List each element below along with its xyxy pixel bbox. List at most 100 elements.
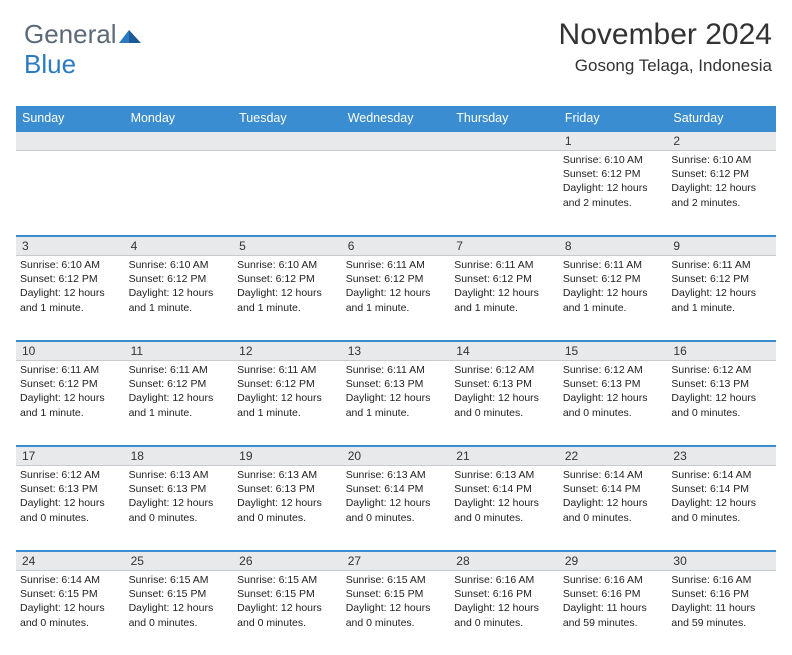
daylight-text-1: Daylight: 12 hours xyxy=(563,391,663,405)
daylight-text-1: Daylight: 12 hours xyxy=(129,496,229,510)
calendar-cell: Sunrise: 6:11 AMSunset: 6:12 PMDaylight:… xyxy=(16,361,125,445)
sunrise-text: Sunrise: 6:14 AM xyxy=(671,468,771,482)
sunrise-text: Sunrise: 6:12 AM xyxy=(671,363,771,377)
calendar-cell: Sunrise: 6:12 AMSunset: 6:13 PMDaylight:… xyxy=(667,361,776,445)
sunrise-text: Sunrise: 6:15 AM xyxy=(237,573,337,587)
daylight-text-1: Daylight: 12 hours xyxy=(237,601,337,615)
sunset-text: Sunset: 6:12 PM xyxy=(129,377,229,391)
sunrise-text: Sunrise: 6:13 AM xyxy=(237,468,337,482)
sunrise-text: Sunrise: 6:16 AM xyxy=(671,573,771,587)
daylight-text-1: Daylight: 12 hours xyxy=(20,601,120,615)
sunrise-text: Sunrise: 6:11 AM xyxy=(563,258,663,272)
sunset-text: Sunset: 6:12 PM xyxy=(237,377,337,391)
week-4-row: Sunrise: 6:14 AMSunset: 6:15 PMDaylight:… xyxy=(16,571,776,655)
calendar-cell: Sunrise: 6:13 AMSunset: 6:14 PMDaylight:… xyxy=(342,466,451,550)
day-num: 13 xyxy=(342,342,451,360)
sunrise-text: Sunrise: 6:10 AM xyxy=(671,153,771,167)
daylight-text-1: Daylight: 12 hours xyxy=(20,496,120,510)
daylight-text-2: and 1 minute. xyxy=(454,301,554,315)
sunset-text: Sunset: 6:12 PM xyxy=(129,272,229,286)
day-headers: SundayMondayTuesdayWednesdayThursdayFrid… xyxy=(16,106,776,130)
daylight-text-1: Daylight: 12 hours xyxy=(563,181,663,195)
calendar-cell xyxy=(342,151,451,235)
day-header-friday: Friday xyxy=(559,106,668,130)
daylight-text-2: and 2 minutes. xyxy=(563,196,663,210)
sunset-text: Sunset: 6:12 PM xyxy=(671,167,771,181)
sunrise-text: Sunrise: 6:11 AM xyxy=(454,258,554,272)
calendar-cell: Sunrise: 6:10 AMSunset: 6:12 PMDaylight:… xyxy=(559,151,668,235)
sunset-text: Sunset: 6:15 PM xyxy=(237,587,337,601)
day-num: 17 xyxy=(16,447,125,465)
calendar-cell: Sunrise: 6:15 AMSunset: 6:15 PMDaylight:… xyxy=(233,571,342,655)
day-num: 16 xyxy=(667,342,776,360)
week-1-daynum-row: 3456789 xyxy=(16,235,776,256)
day-num: 22 xyxy=(559,447,668,465)
calendar-cell xyxy=(16,151,125,235)
week-2-row: Sunrise: 6:11 AMSunset: 6:12 PMDaylight:… xyxy=(16,361,776,445)
sunrise-text: Sunrise: 6:11 AM xyxy=(20,363,120,377)
day-num xyxy=(233,132,342,150)
daylight-text-2: and 1 minute. xyxy=(563,301,663,315)
calendar-cell: Sunrise: 6:10 AMSunset: 6:12 PMDaylight:… xyxy=(233,256,342,340)
day-num: 8 xyxy=(559,237,668,255)
sunrise-text: Sunrise: 6:14 AM xyxy=(20,573,120,587)
day-num: 25 xyxy=(125,552,234,570)
sunset-text: Sunset: 6:14 PM xyxy=(563,482,663,496)
daylight-text-2: and 0 minutes. xyxy=(346,511,446,525)
week-1-row: Sunrise: 6:10 AMSunset: 6:12 PMDaylight:… xyxy=(16,256,776,340)
sunrise-text: Sunrise: 6:12 AM xyxy=(20,468,120,482)
daylight-text-1: Daylight: 12 hours xyxy=(454,496,554,510)
daylight-text-2: and 1 minute. xyxy=(237,301,337,315)
sunrise-text: Sunrise: 6:15 AM xyxy=(129,573,229,587)
day-num: 30 xyxy=(667,552,776,570)
sunrise-text: Sunrise: 6:11 AM xyxy=(671,258,771,272)
daylight-text-2: and 0 minutes. xyxy=(237,511,337,525)
sunset-text: Sunset: 6:14 PM xyxy=(454,482,554,496)
calendar-cell: Sunrise: 6:11 AMSunset: 6:12 PMDaylight:… xyxy=(667,256,776,340)
daylight-text-2: and 0 minutes. xyxy=(671,406,771,420)
calendar-cell: Sunrise: 6:11 AMSunset: 6:12 PMDaylight:… xyxy=(233,361,342,445)
day-num: 26 xyxy=(233,552,342,570)
calendar-cell: Sunrise: 6:10 AMSunset: 6:12 PMDaylight:… xyxy=(667,151,776,235)
sunset-text: Sunset: 6:14 PM xyxy=(671,482,771,496)
calendar-cell: Sunrise: 6:12 AMSunset: 6:13 PMDaylight:… xyxy=(559,361,668,445)
sunrise-text: Sunrise: 6:12 AM xyxy=(454,363,554,377)
daylight-text-2: and 0 minutes. xyxy=(237,616,337,630)
title-block: November 2024 Gosong Telaga, Indonesia xyxy=(559,18,772,76)
day-num: 4 xyxy=(125,237,234,255)
day-num: 18 xyxy=(125,447,234,465)
daylight-text-1: Daylight: 12 hours xyxy=(563,496,663,510)
day-num: 15 xyxy=(559,342,668,360)
sunset-text: Sunset: 6:12 PM xyxy=(346,272,446,286)
calendar-cell: Sunrise: 6:11 AMSunset: 6:12 PMDaylight:… xyxy=(559,256,668,340)
week-0-daynum-row: 12 xyxy=(16,130,776,151)
calendar-cell: Sunrise: 6:12 AMSunset: 6:13 PMDaylight:… xyxy=(450,361,559,445)
day-header-thursday: Thursday xyxy=(450,106,559,130)
day-header-monday: Monday xyxy=(125,106,234,130)
sunrise-text: Sunrise: 6:10 AM xyxy=(20,258,120,272)
daylight-text-2: and 0 minutes. xyxy=(671,511,771,525)
sunset-text: Sunset: 6:12 PM xyxy=(563,272,663,286)
calendar-cell: Sunrise: 6:16 AMSunset: 6:16 PMDaylight:… xyxy=(559,571,668,655)
sunrise-text: Sunrise: 6:11 AM xyxy=(346,363,446,377)
day-num xyxy=(125,132,234,150)
daylight-text-1: Daylight: 12 hours xyxy=(671,181,771,195)
calendar-cell: Sunrise: 6:16 AMSunset: 6:16 PMDaylight:… xyxy=(667,571,776,655)
daylight-text-2: and 1 minute. xyxy=(346,301,446,315)
sunset-text: Sunset: 6:12 PM xyxy=(563,167,663,181)
day-num xyxy=(342,132,451,150)
sunset-text: Sunset: 6:16 PM xyxy=(671,587,771,601)
day-num: 28 xyxy=(450,552,559,570)
day-num: 2 xyxy=(667,132,776,150)
daylight-text-2: and 0 minutes. xyxy=(20,511,120,525)
day-num: 21 xyxy=(450,447,559,465)
day-num: 23 xyxy=(667,447,776,465)
sunrise-text: Sunrise: 6:11 AM xyxy=(237,363,337,377)
calendar: SundayMondayTuesdayWednesdayThursdayFrid… xyxy=(16,106,776,655)
daylight-text-2: and 59 minutes. xyxy=(563,616,663,630)
daylight-text-1: Daylight: 11 hours xyxy=(671,601,771,615)
daylight-text-1: Daylight: 12 hours xyxy=(346,391,446,405)
daylight-text-1: Daylight: 12 hours xyxy=(129,601,229,615)
sunset-text: Sunset: 6:12 PM xyxy=(671,272,771,286)
daylight-text-1: Daylight: 12 hours xyxy=(20,391,120,405)
